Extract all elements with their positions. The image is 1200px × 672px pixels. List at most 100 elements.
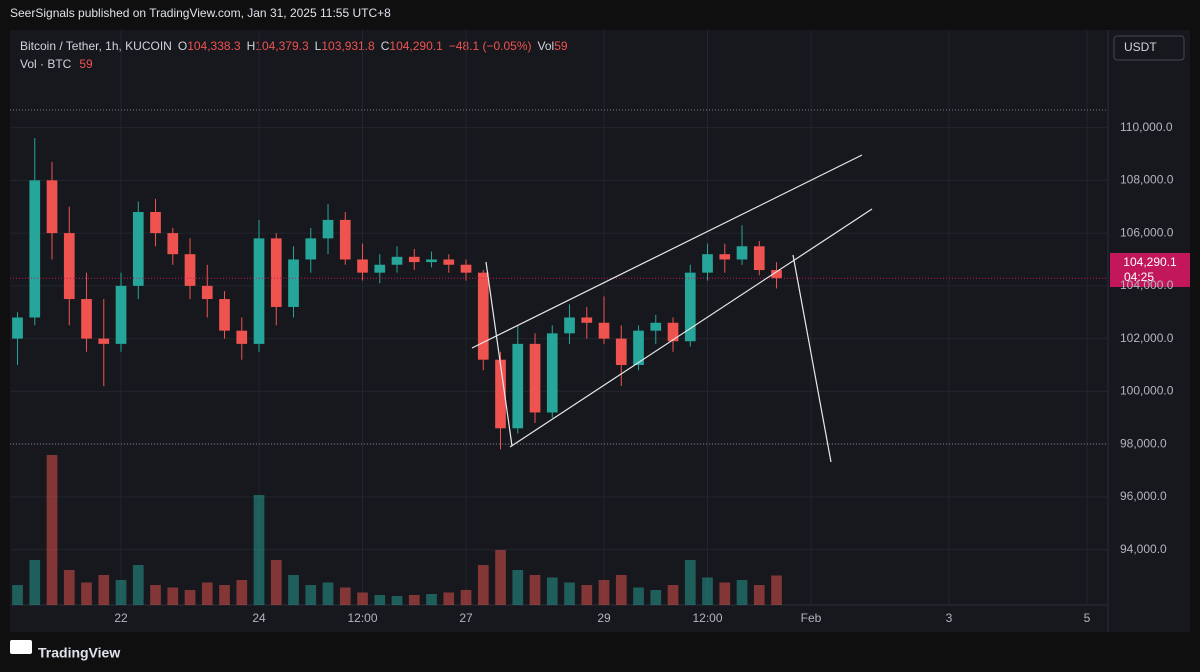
candle-body xyxy=(771,270,782,279)
currency-button[interactable] xyxy=(1113,35,1185,61)
candle-body xyxy=(546,333,558,413)
x-tick-label: 22 xyxy=(114,611,128,625)
x-tick-label: 3 xyxy=(946,611,953,625)
volume-bar xyxy=(81,582,92,605)
volume-bar xyxy=(357,592,368,605)
candle-body xyxy=(702,254,713,273)
volume-bar xyxy=(98,575,110,605)
brand-logo xyxy=(10,640,32,654)
volume-bar xyxy=(719,582,731,605)
candle-body xyxy=(581,317,593,323)
candle-body xyxy=(598,322,610,339)
candle-body xyxy=(322,219,334,239)
y-tick-label: 102,000.0 xyxy=(1120,331,1174,345)
candle-body xyxy=(305,238,317,260)
volume-bar xyxy=(529,575,541,605)
candle-body xyxy=(495,359,506,429)
candle-body xyxy=(684,272,696,342)
legend-item: Vol xyxy=(538,39,555,53)
candle-body xyxy=(408,256,420,263)
volume-bar xyxy=(167,587,179,605)
candle-body xyxy=(132,211,144,286)
candle-body xyxy=(736,246,748,260)
volume-bar xyxy=(115,580,127,605)
y-tick-label: 100,000.0 xyxy=(1120,384,1174,398)
volume-bar xyxy=(633,587,644,605)
volume-value: 59 xyxy=(79,57,93,71)
x-tick-label: 5 xyxy=(1084,611,1091,625)
candle-body xyxy=(339,219,351,260)
x-tick-label: 24 xyxy=(252,611,266,625)
volume-bar xyxy=(736,580,748,605)
y-tick-label: 98,000.0 xyxy=(1120,436,1167,450)
x-tick-label: 12:00 xyxy=(348,611,378,625)
y-tick-label: 110,000.0 xyxy=(1120,120,1173,134)
volume-bar xyxy=(753,585,765,605)
legend-item: Bitcoin / Tether, 1h, KUCOIN xyxy=(20,39,172,53)
price-tag-price: 104,290.1 xyxy=(1123,255,1177,269)
legend-item: 104,379.3 xyxy=(255,39,309,53)
candle-body xyxy=(236,330,248,344)
candle-body xyxy=(667,322,679,342)
volume-bar xyxy=(63,570,75,605)
volume-bar xyxy=(426,594,437,605)
currency[interactable]: USDT xyxy=(1124,40,1157,54)
legend: Bitcoin / Tether, 1h, KUCOIN O 104,338.3 H 1… xyxy=(20,39,568,71)
candle-body xyxy=(115,285,127,344)
candle-body xyxy=(753,246,765,271)
candle-body xyxy=(184,254,196,286)
y-tick-label: 94,000.0 xyxy=(1120,542,1167,556)
volume-bar xyxy=(288,575,299,605)
y-tick-label: 106,000.0 xyxy=(1120,225,1174,239)
legend-item: 104,338.3 xyxy=(187,39,241,53)
candle-body xyxy=(374,264,386,273)
candle-body xyxy=(443,259,455,265)
candle-body xyxy=(288,259,299,307)
volume-bar xyxy=(650,590,662,605)
legend-item: 104,290.1 xyxy=(389,39,443,53)
volume-bar xyxy=(408,595,420,605)
candle-body xyxy=(46,180,58,234)
volume-bar xyxy=(512,570,524,605)
candle-body xyxy=(253,238,265,344)
legend-item: H xyxy=(247,39,256,53)
volume-bar xyxy=(443,592,455,605)
volume-bar xyxy=(684,560,696,605)
price-tag-countdown: 04:25 xyxy=(1124,270,1154,284)
volume-bar xyxy=(615,575,627,605)
channel-upper xyxy=(471,154,863,349)
projection-line xyxy=(792,254,832,463)
candle-body xyxy=(477,272,489,360)
x-tick-label: 27 xyxy=(459,611,473,625)
candle-body xyxy=(219,299,230,331)
volume-bar xyxy=(667,585,679,605)
candle-body xyxy=(615,338,627,365)
volume-bar xyxy=(391,596,403,605)
price-tag xyxy=(1110,253,1190,287)
volume-bar xyxy=(46,455,58,605)
volume-bar xyxy=(305,585,317,605)
volume-bar xyxy=(477,565,489,605)
candle-body xyxy=(29,180,41,318)
candle-body xyxy=(460,264,472,273)
volume-bar xyxy=(322,582,334,605)
volume-bar xyxy=(598,580,610,605)
volume-bar xyxy=(581,585,593,605)
volume-bar xyxy=(236,580,248,605)
candle-body xyxy=(357,259,368,273)
volume-bar xyxy=(460,590,472,605)
drawings xyxy=(471,154,873,463)
x-tick-label: Feb xyxy=(801,611,822,625)
candle-body xyxy=(150,211,161,234)
x-tick-label: 29 xyxy=(597,611,611,625)
channel-lower xyxy=(509,208,873,448)
volume-bar xyxy=(219,585,230,605)
candle-body xyxy=(270,238,282,307)
candle-body xyxy=(391,256,403,265)
plot xyxy=(10,30,1108,605)
candle-body xyxy=(81,299,92,339)
volume-bar xyxy=(253,495,265,605)
candle-body xyxy=(633,330,644,365)
candle-body xyxy=(63,233,75,300)
